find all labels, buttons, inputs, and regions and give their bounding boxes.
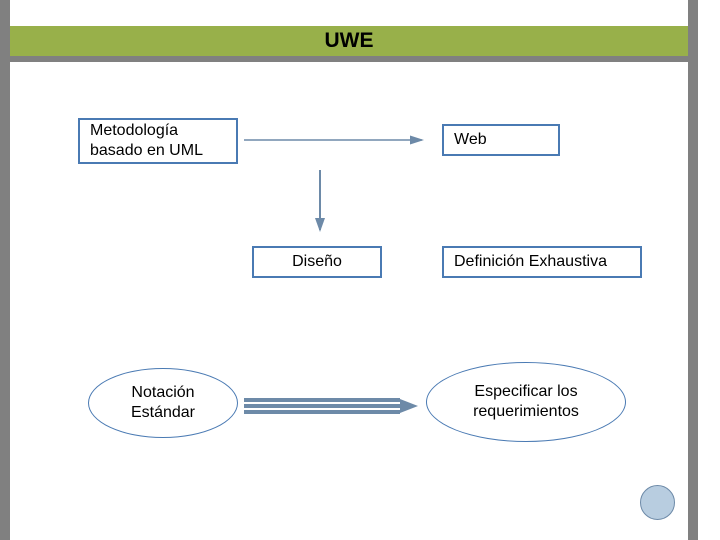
title-bar: UWE: [10, 26, 688, 56]
frame-left-bar: [0, 0, 10, 540]
box-diseno: Diseño: [252, 246, 382, 278]
box-definicion-label: Definición Exhaustiva: [454, 252, 607, 272]
slide: UWE Metodología basado en UML Web Diseño…: [0, 0, 720, 540]
arrow-metodologia-to-web: [244, 135, 432, 145]
box-definicion: Definición Exhaustiva: [442, 246, 642, 278]
box-metodologia-label: Metodología basado en UML: [90, 121, 226, 161]
box-web-label: Web: [454, 130, 487, 150]
box-diseno-label: Diseño: [292, 252, 342, 272]
box-web: Web: [442, 124, 560, 156]
corner-dot-icon: [640, 485, 675, 520]
ellipse-notacion-label: Notación Estándar: [99, 383, 227, 423]
title-text: UWE: [325, 29, 374, 53]
arrow-notacion-to-especificar: [244, 396, 420, 416]
arrow-down-to-diseno: [310, 170, 330, 242]
ellipse-especificar-label: Especificar los requerimientos: [437, 382, 615, 422]
frame-right-bar: [688, 0, 698, 540]
ellipse-notacion: Notación Estándar: [88, 368, 238, 438]
box-metodologia: Metodología basado en UML: [78, 118, 238, 164]
ellipse-especificar: Especificar los requerimientos: [426, 362, 626, 442]
frame-under-bar: [10, 56, 688, 62]
